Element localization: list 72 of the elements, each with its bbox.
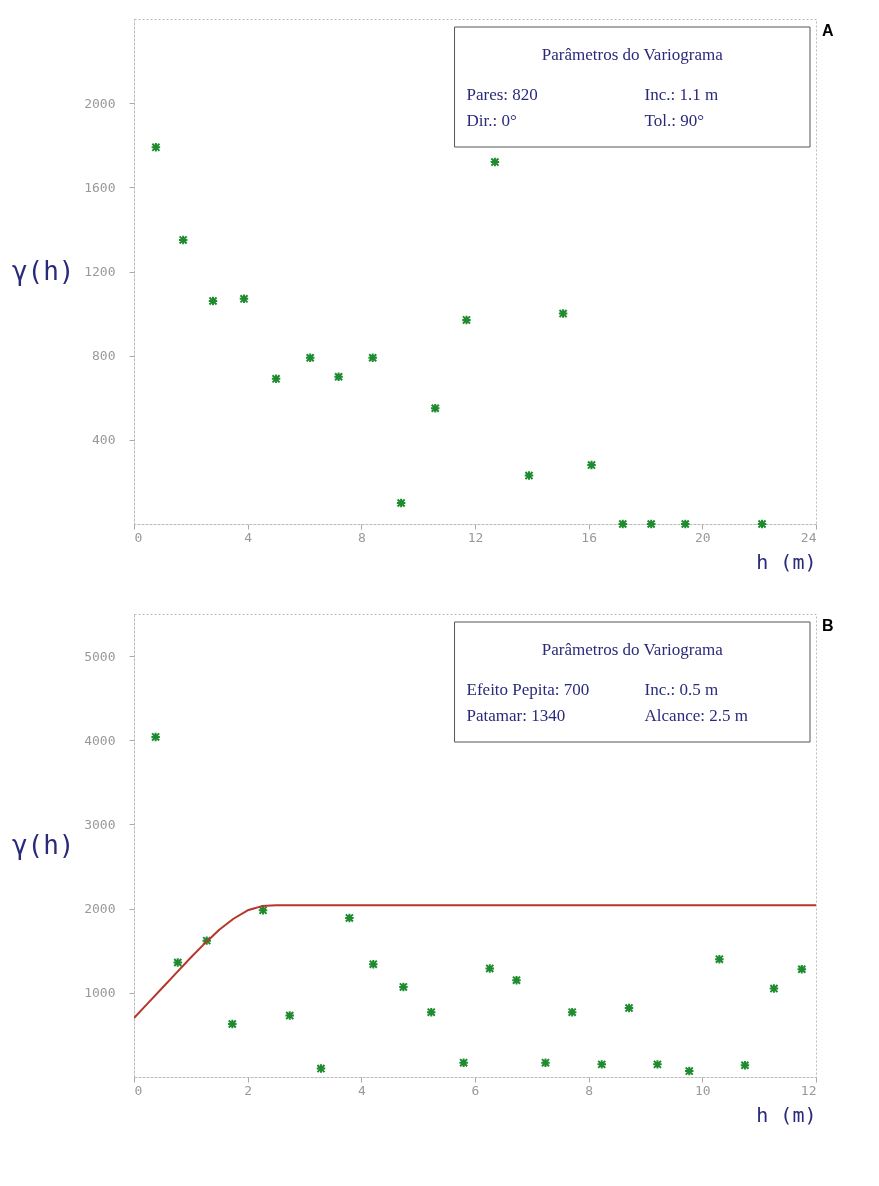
point (458, 1057, 469, 1068)
point (586, 459, 597, 471)
y-tick-label: 400 (92, 432, 116, 448)
x-axis-title: h (m) (756, 549, 817, 574)
x-tick-label: 6 (471, 1082, 480, 1098)
point (645, 518, 657, 530)
x-tick-label: 24 (800, 529, 817, 545)
point (523, 470, 535, 481)
point (150, 731, 161, 743)
point (680, 518, 691, 530)
point (540, 1057, 551, 1068)
y-tick-label: 1600 (84, 179, 116, 195)
x-tick-label: 12 (467, 529, 484, 545)
y-tick-label: 1000 (84, 985, 116, 1001)
x-tick-label: 4 (244, 529, 253, 545)
annotation: Parâmetros do Variograma (541, 45, 724, 64)
x-tick-label: 20 (695, 529, 711, 545)
y-tick-label: 1200 (84, 264, 116, 279)
annotation: Tol.: 90° (644, 111, 704, 130)
annotation: Inc.: 0.5 m (644, 680, 719, 699)
y-tick-label: 4000 (84, 732, 116, 748)
annotation: Dir.: 0° (466, 111, 517, 130)
x-axis-title: h (m) (756, 1102, 817, 1127)
text: A (822, 22, 834, 39)
x-tick-label: 4 (357, 1082, 366, 1098)
point (150, 142, 162, 153)
x-tick-label: 12 (800, 1082, 817, 1098)
text: B (822, 617, 834, 634)
y-tick-label: 2000 (84, 95, 116, 111)
point (395, 497, 407, 509)
point (172, 957, 183, 968)
x-tick-label: 2 (244, 1082, 253, 1098)
y-axis-title: γ(h) (11, 830, 75, 860)
point (429, 403, 441, 414)
x-tick-label: 8 (585, 1082, 594, 1098)
point (461, 314, 472, 326)
point (201, 935, 212, 946)
point (257, 905, 269, 916)
y-axis-title: γ(h) (11, 256, 75, 286)
point (489, 156, 501, 168)
x-tick-label: 0 (134, 1082, 143, 1098)
x-tick-label: 8 (357, 529, 366, 545)
point (596, 1059, 607, 1070)
y-tick-label: 3000 (84, 816, 116, 832)
point (557, 308, 569, 319)
point (796, 964, 808, 975)
annotation: Alcance: 2.5 m (644, 706, 748, 725)
point (207, 295, 219, 307)
point (756, 518, 768, 530)
annotation: Patamar: 1340 (466, 706, 566, 725)
point (768, 983, 780, 994)
annotation: Efeito Pepita: 700 (466, 680, 590, 699)
point (177, 234, 189, 246)
point (344, 912, 355, 924)
point (315, 1063, 327, 1074)
point (652, 1059, 663, 1070)
annotation: Inc.: 1.1 m (644, 85, 719, 104)
point (333, 371, 344, 382)
x-tick-label: 10 (695, 1082, 711, 1098)
y-tick-label: 2000 (84, 901, 116, 917)
point (227, 1018, 238, 1030)
line-series (134, 904, 816, 1020)
y-tick-label: 800 (92, 348, 116, 364)
point (284, 1010, 295, 1021)
point (398, 981, 409, 993)
point (684, 1065, 695, 1077)
y-tick-label: 5000 (84, 648, 116, 664)
x-tick-label: 0 (134, 529, 143, 545)
annotation: Parâmetros do Variograma (541, 640, 724, 659)
annotation: Pares: 820 (466, 85, 538, 104)
point (623, 1002, 635, 1014)
x-tick-label: 16 (581, 529, 597, 545)
